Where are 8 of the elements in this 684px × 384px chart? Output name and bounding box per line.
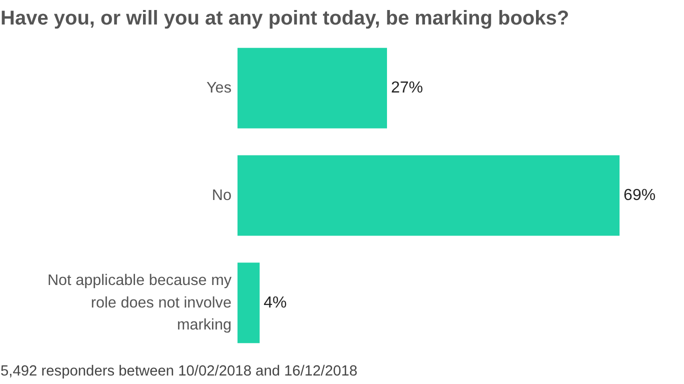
text: 5,492 responders between 10/02/2018 and 16/12/2018 [0, 364, 358, 380]
data-label: 4% [264, 294, 287, 312]
data-label: 27% [391, 80, 424, 97]
y-tick-label: Not applicable because my role does not involve marking [47, 272, 232, 334]
data-label: 69% [624, 187, 656, 204]
chart-title: Have you, or will you at any point today, be marking books? [0, 8, 570, 30]
y-tick-label: No [212, 187, 232, 204]
y-tick-label: Yes [206, 80, 232, 97]
